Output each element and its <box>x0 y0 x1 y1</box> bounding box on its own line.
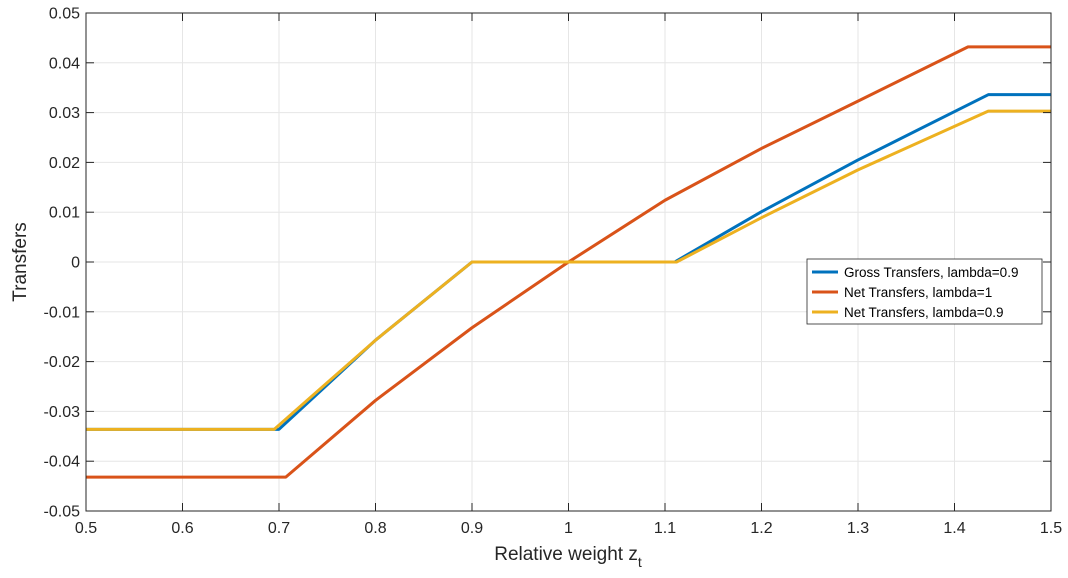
series-line-1 <box>86 45 1051 479</box>
x-tick-label: 1.2 <box>750 520 772 537</box>
y-tick-labels: -0.05 -0.04 -0.03 -0.02 -0.01 0 0.01 0.02 0.03 0.… <box>44 6 81 521</box>
y-tick-label: 0.02 <box>49 155 80 172</box>
x-axis-title-main: Relative weight z <box>494 544 638 565</box>
x-tick-label: 0.8 <box>364 520 386 537</box>
x-axis-title: Relative weight zt <box>494 544 642 570</box>
y-tick-label: 0.04 <box>49 55 80 72</box>
x-tick-label: 1.4 <box>943 520 965 537</box>
x-axis-title-subscript: t <box>638 554 642 570</box>
series-layer <box>86 45 1051 479</box>
x-tick-label: 1.3 <box>847 520 869 537</box>
x-tick-label: 1.1 <box>654 520 676 537</box>
y-tick-label: -0.05 <box>44 504 81 521</box>
x-tick-label: 1 <box>564 520 573 537</box>
y-tick-label: 0.03 <box>49 105 80 122</box>
y-tick-label: 0.05 <box>49 6 80 23</box>
legend-label-2: Net Transfers, lambda=0.9 <box>844 305 1003 320</box>
legend-box <box>806 258 1043 325</box>
series-line-2 <box>86 109 1051 431</box>
legend-label-1: Net Transfers, lambda=1 <box>844 285 992 300</box>
ticks <box>85 12 1052 512</box>
legend: Gross Transfers, lambda=0.9 Net Transfer… <box>806 258 1043 325</box>
y-axis-title: Transfers <box>10 222 31 302</box>
x-tick-label: 0.5 <box>75 520 97 537</box>
y-tick-label: 0.01 <box>49 205 80 222</box>
legend-label-0: Gross Transfers, lambda=0.9 <box>844 265 1018 280</box>
x-tick-labels: 0.5 0.6 0.7 0.8 0.9 1 1.1 1.2 1.3 1.4 1.5 <box>75 520 1062 537</box>
x-tick-label: 0.9 <box>461 520 483 537</box>
y-tick-label: -0.03 <box>44 404 81 421</box>
y-tick-label: -0.01 <box>44 304 81 321</box>
y-tick-label: 0 <box>71 255 80 272</box>
y-tick-label: -0.04 <box>44 454 81 471</box>
x-tick-label: 0.6 <box>171 520 193 537</box>
x-tick-label: 1.5 <box>1040 520 1062 537</box>
y-tick-label: -0.02 <box>44 354 81 371</box>
x-tick-label: 0.7 <box>268 520 290 537</box>
